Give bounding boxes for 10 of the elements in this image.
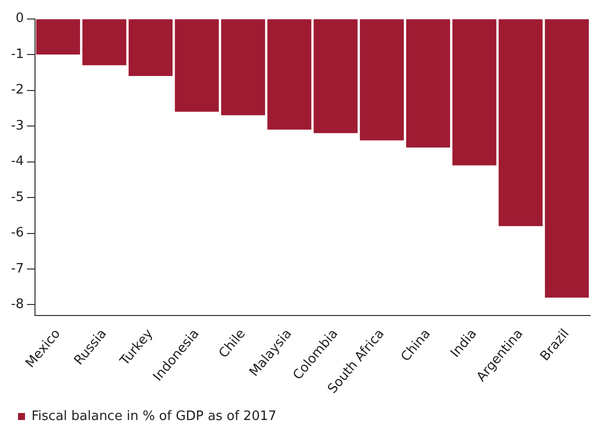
y-tick-label: -5 <box>10 190 24 205</box>
y-tick-label: -6 <box>10 226 24 241</box>
legend-label: Fiscal balance in % of GDP as of 2017 <box>32 408 276 424</box>
y-tick-label: -7 <box>10 261 24 276</box>
y-tick-label: -2 <box>10 82 24 98</box>
y-tick-label: -8 <box>10 297 24 312</box>
y-tick-label: -1 <box>10 46 24 62</box>
y-tick-label: -3 <box>10 118 24 134</box>
y-tick-label: -4 <box>10 154 24 170</box>
y-tick-label: 0 <box>16 11 24 26</box>
